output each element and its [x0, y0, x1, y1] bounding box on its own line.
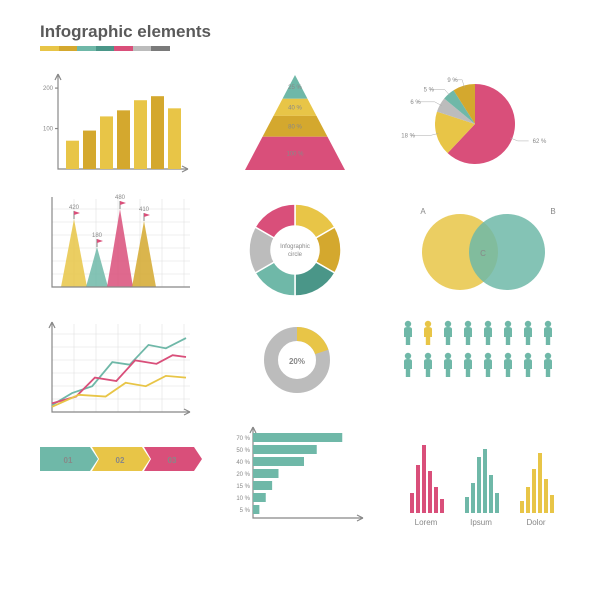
bar-chart: 100 200 [40, 72, 190, 177]
svg-text:C: C [480, 249, 486, 258]
svg-text:01: 01 [64, 456, 73, 465]
page-title: Infographic elements [40, 22, 211, 42]
svg-text:15 %: 15 % [236, 484, 250, 490]
color-stripe [40, 46, 170, 51]
svg-text:02: 02 [116, 456, 125, 465]
donut-wheel-chart: Infographic circle [235, 195, 355, 305]
svg-text:70 %: 70 % [236, 436, 250, 442]
svg-text:25 %: 25 % [288, 85, 302, 91]
grouped-column-chart: Lorem Ipsum Dolor [400, 425, 570, 535]
svg-text:Lorem: Lorem [415, 518, 438, 527]
svg-text:Dolor: Dolor [526, 518, 545, 527]
svg-text:62 %: 62 % [533, 139, 547, 145]
svg-text:180: 180 [92, 233, 103, 239]
svg-text:10 %: 10 % [236, 496, 250, 502]
svg-text:40 %: 40 % [236, 460, 250, 466]
svg-text:Infographic: Infographic [280, 244, 310, 250]
svg-text:100: 100 [43, 127, 54, 133]
svg-text:410: 410 [139, 207, 150, 213]
svg-text:5 %: 5 % [240, 508, 251, 514]
svg-text:480: 480 [115, 195, 126, 201]
svg-text:6 %: 6 % [410, 100, 421, 106]
venn-diagram: A B C [405, 200, 565, 300]
svg-text:100 %: 100 % [286, 151, 304, 157]
svg-text:5 %: 5 % [424, 87, 435, 93]
svg-text:9 %: 9 % [447, 78, 458, 84]
svg-text:40 %: 40 % [288, 105, 302, 111]
svg-text:Ipsum: Ipsum [470, 518, 492, 527]
svg-text:420: 420 [69, 205, 80, 211]
svg-text:50 %: 50 % [236, 448, 250, 454]
line-chart [40, 320, 190, 420]
svg-text:A: A [420, 207, 426, 216]
svg-text:circle: circle [288, 252, 303, 258]
horizontal-bar-chart: 70 % 50 % 40 % 20 % 15 % 10 % 5 % [225, 423, 365, 533]
svg-text:18 %: 18 % [401, 133, 415, 139]
mountain-chart: 420 180 480 410 [40, 195, 190, 295]
pie-chart: 62 %18 %6 %5 %9 % [415, 72, 555, 172]
svg-text:B: B [550, 207, 555, 216]
svg-text:200: 200 [43, 86, 54, 92]
svg-text:03: 03 [168, 456, 177, 465]
svg-text:20 %: 20 % [236, 472, 250, 478]
progress-donut: 20% [262, 325, 332, 395]
arrow-steps: 01 02 03 [40, 447, 200, 477]
svg-text:80 %: 80 % [288, 124, 302, 130]
svg-text:20%: 20% [289, 357, 305, 366]
people-pictogram [400, 318, 570, 388]
pyramid-chart: 25 % 40 % 80 % 100 % [245, 75, 345, 170]
